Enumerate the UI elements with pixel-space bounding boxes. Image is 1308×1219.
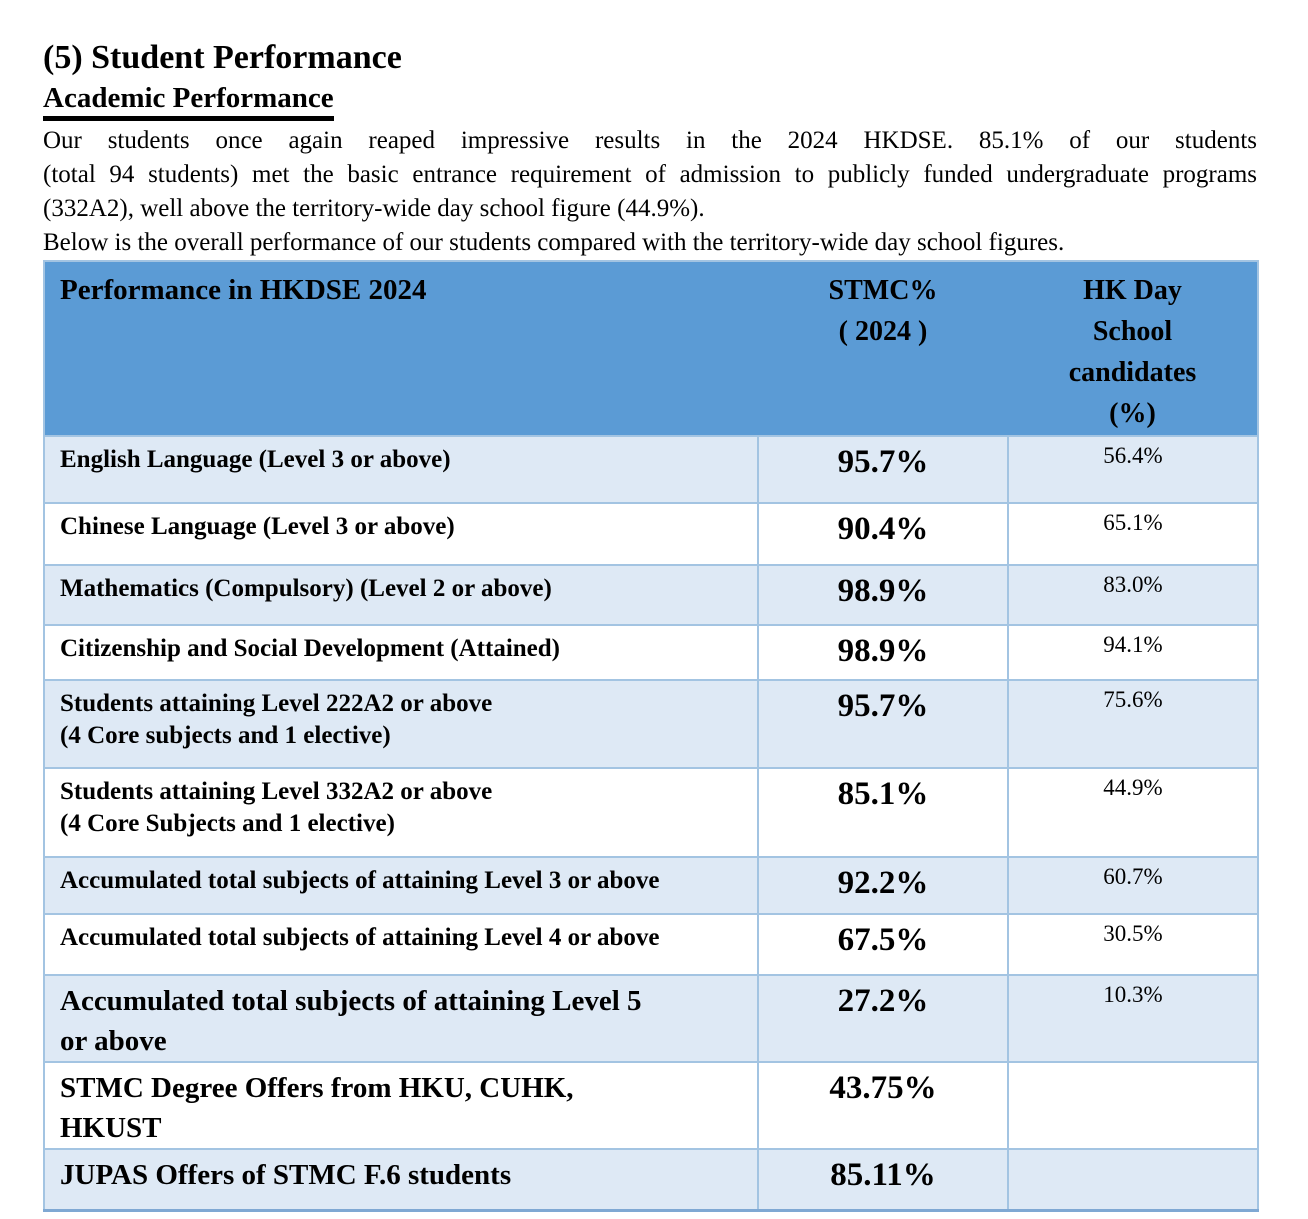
header-stmc-line1: STMC% — [828, 275, 938, 306]
table-intro-line: Below is the overall performance of our … — [43, 229, 1065, 256]
row-label-cell: Accumulated total subjects of attaining … — [43, 913, 759, 976]
stmc-value: 98.9% — [757, 564, 1009, 626]
table-row-chinese: Chinese Language (Level 3 or above) 90.4… — [43, 502, 1259, 566]
header-hk-line3: candidates — [1068, 357, 1197, 388]
row-label: Accumulated total subjects of attaining … — [60, 985, 642, 1017]
table-row-332a2: Students attaining Level 332A2 or above … — [43, 767, 1259, 858]
paragraph-line: Our students once again reaped impressiv… — [43, 127, 1257, 154]
stmc-value: 98.9% — [757, 624, 1009, 681]
hk-value: 56.4% — [1007, 435, 1259, 504]
header-stmc: STMC% ( 2024 ) — [758, 261, 1008, 437]
paragraph-line: (332A2), well above the territory-wide d… — [43, 195, 705, 222]
hk-value: 44.9% — [1007, 767, 1259, 858]
row-label: Chinese Language (Level 3 or above) — [60, 513, 455, 540]
table-row-level5-accumulated: Accumulated total subjects of attaining … — [43, 974, 1259, 1063]
performance-table: Performance in HKDSE 2024 STMC% ( 2024 )… — [43, 260, 1259, 1212]
stmc-value: 95.7% — [757, 679, 1009, 769]
row-label-cell: Citizenship and Social Development (Atta… — [43, 624, 759, 681]
row-label: Citizenship and Social Development (Atta… — [60, 635, 560, 662]
row-label-cell: English Language (Level 3 or above) — [43, 435, 759, 504]
table-row-222a2: Students attaining Level 222A2 or above … — [43, 679, 1259, 769]
row-label: JUPAS Offers of STMC F.6 students — [60, 1159, 512, 1191]
hk-value: 65.1% — [1007, 502, 1259, 566]
hk-value: 83.0% — [1007, 564, 1259, 626]
table-row-mathematics: Mathematics (Compulsory) (Level 2 or abo… — [43, 564, 1259, 626]
hk-value — [1007, 1148, 1259, 1211]
header-hk-line4: (%) — [1109, 398, 1156, 429]
row-label: Accumulated total subjects of attaining … — [60, 924, 660, 951]
row-label-cell: STMC Degree Offers from HKU, CUHK, HKUST — [43, 1061, 759, 1150]
stmc-value: 95.7% — [757, 435, 1009, 504]
hk-value — [1007, 1061, 1259, 1150]
table-row-level4-accumulated: Accumulated total subjects of attaining … — [43, 913, 1259, 976]
table-header-row: Performance in HKDSE 2024 STMC% ( 2024 )… — [44, 261, 1258, 437]
row-label-cell: Students attaining Level 222A2 or above … — [43, 679, 759, 769]
stmc-value: 67.5% — [757, 913, 1009, 976]
header-hk-day-school: HK Day School candidates (%) — [1008, 261, 1258, 437]
row-label-cell: JUPAS Offers of STMC F.6 students — [43, 1148, 759, 1211]
hk-value: 60.7% — [1007, 856, 1259, 915]
row-label-cell: Accumulated total subjects of attaining … — [43, 974, 759, 1063]
stmc-value: 43.75% — [757, 1061, 1009, 1150]
table-row-level3-accumulated: Accumulated total subjects of attaining … — [43, 856, 1259, 915]
table-row-english: English Language (Level 3 or above) 95.7… — [43, 435, 1259, 504]
row-label-line2: HKUST — [60, 1112, 162, 1144]
hk-value: 10.3% — [1007, 974, 1259, 1063]
row-label: Students attaining Level 332A2 or above — [60, 778, 493, 805]
stmc-value: 27.2% — [757, 974, 1009, 1063]
section-heading: Academic Performance — [43, 82, 334, 121]
row-label-cell: Accumulated total subjects of attaining … — [43, 856, 759, 915]
row-label-cell: Chinese Language (Level 3 or above) — [43, 502, 759, 566]
hk-value: 30.5% — [1007, 913, 1259, 976]
row-label: Students attaining Level 222A2 or above — [60, 690, 493, 717]
table-row-jupas-offers: JUPAS Offers of STMC F.6 students 85.11% — [43, 1148, 1259, 1211]
paragraph-line: (total 94 students) met the basic entran… — [43, 161, 1257, 188]
header-hk-line2: School — [1092, 316, 1173, 347]
stmc-value: 85.1% — [757, 767, 1009, 858]
row-label-cell: Mathematics (Compulsory) (Level 2 or abo… — [43, 564, 759, 626]
page-title: (5) Student Performance — [43, 39, 402, 76]
header-stmc-line2: ( 2024 ) — [838, 316, 928, 347]
header-performance: Performance in HKDSE 2024 — [44, 261, 758, 437]
row-label-line2: (4 Core Subjects and 1 elective) — [60, 810, 395, 837]
table-row-degree-offers: STMC Degree Offers from HKU, CUHK, HKUST… — [43, 1061, 1259, 1150]
row-label-line2: (4 Core subjects and 1 elective) — [60, 722, 391, 749]
table-row-citizenship: Citizenship and Social Development (Atta… — [43, 624, 1259, 681]
row-label-cell: Students attaining Level 332A2 or above … — [43, 767, 759, 858]
stmc-value: 92.2% — [757, 856, 1009, 915]
intro-paragraph: Our students once again reaped impressiv… — [43, 124, 1257, 226]
row-label: STMC Degree Offers from HKU, CUHK, — [60, 1072, 574, 1104]
row-label: Accumulated total subjects of attaining … — [60, 867, 660, 894]
row-label: Mathematics (Compulsory) (Level 2 or abo… — [60, 575, 552, 602]
stmc-value: 90.4% — [757, 502, 1009, 566]
header-hk-line1: HK Day — [1083, 275, 1182, 306]
stmc-value: 85.11% — [757, 1148, 1009, 1211]
row-label-line2: or above — [60, 1025, 167, 1057]
hk-value: 94.1% — [1007, 624, 1259, 681]
row-label: English Language (Level 3 or above) — [60, 446, 451, 473]
hk-value: 75.6% — [1007, 679, 1259, 769]
